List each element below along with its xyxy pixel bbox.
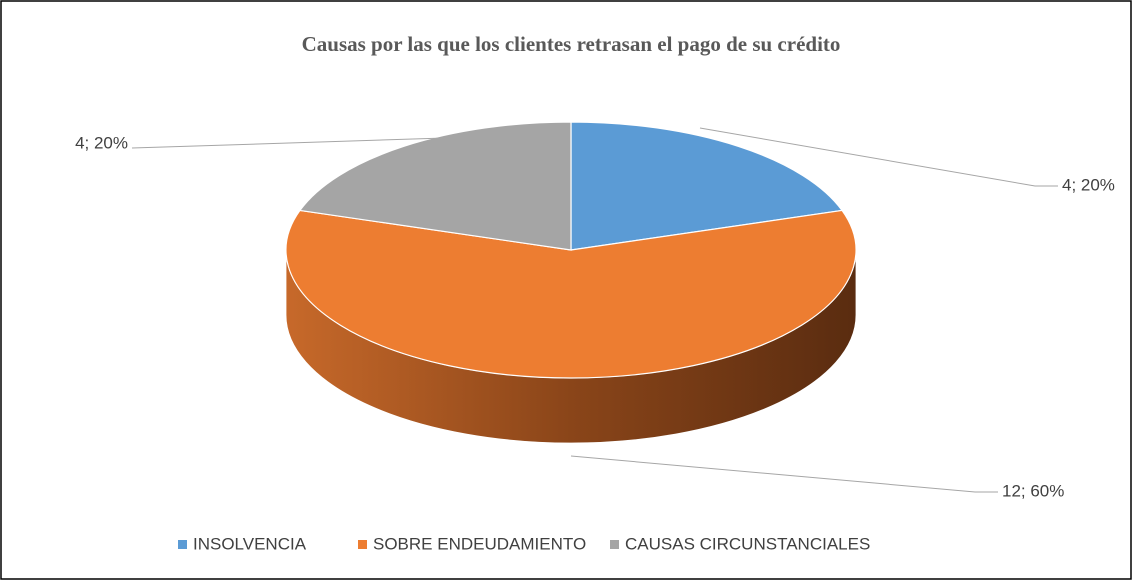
chart-title: Causas por las que los clientes retrasan… bbox=[302, 32, 841, 56]
legend-swatch bbox=[610, 540, 619, 549]
legend-label: INSOLVENCIA bbox=[193, 534, 307, 553]
legend-swatch bbox=[178, 540, 187, 549]
leader-line bbox=[131, 137, 446, 149]
legend-swatch bbox=[358, 540, 367, 549]
pie-slice bbox=[285, 209, 857, 379]
leader-line bbox=[570, 455, 998, 493]
data-label: 12; 60% bbox=[1002, 481, 1064, 500]
pie-slice bbox=[570, 121, 844, 251]
data-label: 4; 20% bbox=[75, 133, 128, 152]
legend-label: SOBRE ENDEUDAMIENTO bbox=[373, 534, 586, 553]
data-label: 4; 20% bbox=[1062, 175, 1115, 194]
legend-label: CAUSAS CIRCUNSTANCIALES bbox=[625, 534, 870, 553]
pie-slice bbox=[298, 121, 572, 251]
leader-line bbox=[699, 127, 1058, 187]
